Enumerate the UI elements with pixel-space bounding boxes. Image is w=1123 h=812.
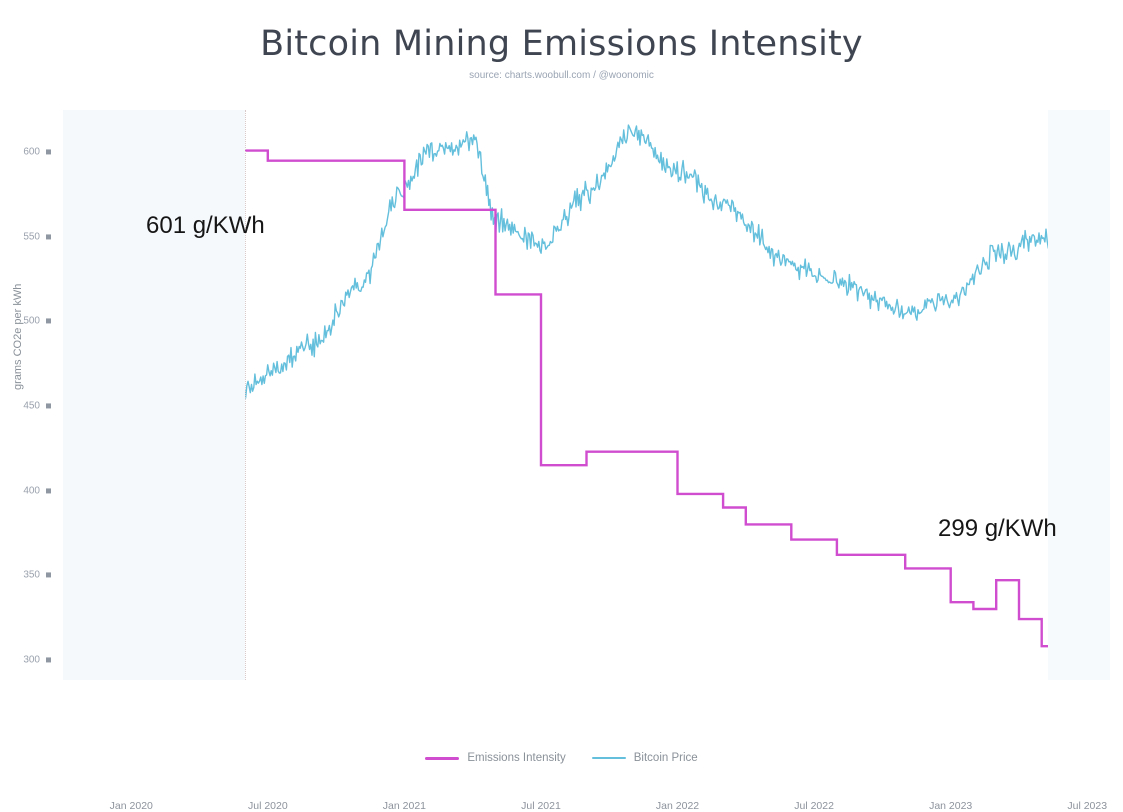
emissions-intensity-line: [63, 149, 1110, 663]
y-axis-tick: 300: [23, 654, 51, 665]
y-axis-tick-label: 600: [23, 146, 40, 158]
legend-label-bitcoin-price: Bitcoin Price: [633, 752, 698, 764]
x-axis-tick-label: Jan 2021: [382, 800, 427, 812]
chart-legend: Emissions Intensity Bitcoin Price: [0, 752, 1123, 764]
chart-source-caption: source: charts.woobull.com / @woonomic: [469, 70, 654, 81]
y-axis-tick-marker: [46, 318, 51, 324]
vertical-divider-line: [245, 110, 246, 680]
legend-item-emissions-intensity[interactable]: Emissions Intensity: [425, 752, 566, 764]
y-axis-tick-marker: [46, 572, 51, 578]
background-band-left: [63, 110, 245, 680]
x-axis-tick-label: Jan 2022: [655, 800, 700, 812]
y-axis-tick-marker: [46, 403, 51, 409]
y-axis-tick-marker: [46, 149, 51, 155]
y-axis-tick-label: 300: [23, 654, 40, 666]
legend-swatch-icon: [425, 756, 460, 760]
y-axis-tick: 600: [23, 147, 51, 158]
annotation-label-start: 601 g/KWh: [146, 212, 265, 239]
y-axis-tick-marker: [46, 234, 51, 240]
annotation-label-end: 299 g/KWh: [938, 515, 1057, 542]
x-axis-tick-label: Jan 2023: [929, 800, 973, 812]
y-axis-tick-marker: [46, 657, 51, 663]
y-axis-tick: 500: [23, 316, 51, 327]
y-axis-tick: 400: [23, 485, 51, 496]
legend-item-bitcoin-price[interactable]: Bitcoin Price: [591, 752, 698, 764]
x-axis-tick-label: Jul 2020: [247, 800, 288, 812]
chart-container: Bitcoin Mining Emissions Intensity sourc…: [0, 24, 1123, 812]
background-band-right: [1048, 110, 1110, 680]
x-axis-tick-label: Jul 2021: [521, 800, 561, 812]
y-axis-tick-label: 450: [23, 400, 40, 412]
plot-area: 600 550 500 450 400 350 300 Jan 2020 Jul 2020 Ja…: [23, 110, 1110, 812]
y-axis-tick: 350: [23, 570, 51, 581]
y-axis-tick-label: 550: [23, 231, 40, 243]
y-axis-tick-marker: [46, 487, 51, 493]
x-axis-tick-label: Jan 2020: [109, 800, 153, 812]
y-axis-tick-label: 350: [23, 569, 40, 581]
legend-swatch-icon: [591, 757, 626, 759]
y-axis-label: grams CO2e per kWh: [12, 283, 24, 390]
y-axis-tick-label: 500: [23, 315, 40, 327]
page-title: Bitcoin Mining Emissions Intensity: [260, 24, 863, 64]
y-axis-tick-label: 400: [23, 484, 40, 496]
x-axis-tick-label: Jul 2022: [794, 800, 834, 812]
y-axis-tick: 550: [23, 231, 51, 242]
y-axis-tick: 450: [23, 400, 51, 411]
annotation-markers: [156, 130, 1110, 680]
x-axis-tick-label: Jul 2023: [1067, 800, 1108, 812]
legend-label-emissions-intensity: Emissions Intensity: [467, 752, 566, 764]
